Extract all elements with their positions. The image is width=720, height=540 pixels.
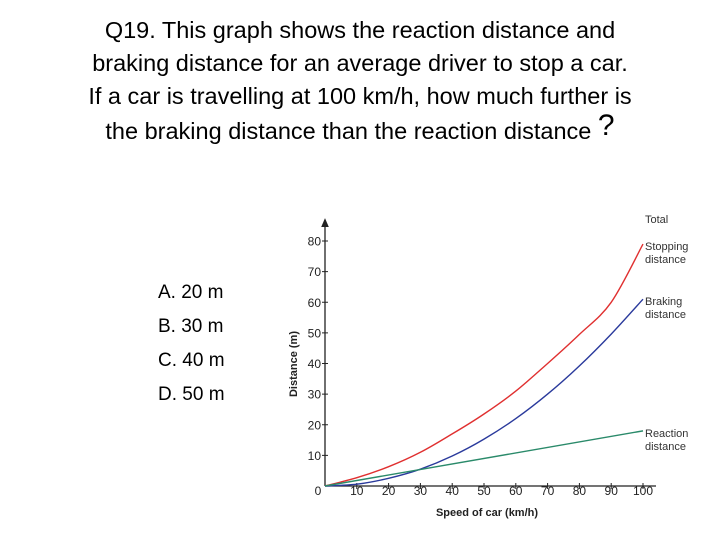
- braking-distance-line: [324, 298, 644, 487]
- option-d[interactable]: D. 50 m: [158, 384, 225, 405]
- y-tick-label: 40: [308, 357, 322, 371]
- question-text: Q19. This graph shows the reaction dista…: [20, 14, 700, 148]
- question-line-3: If a car is travelling at 100 km/h, how …: [88, 83, 632, 109]
- option-b[interactable]: B. 30 m: [158, 316, 224, 337]
- y-tick-label: 60: [308, 296, 322, 310]
- x-tick-label: 10: [350, 484, 364, 498]
- y-axis-title: Distance (m): [288, 331, 300, 397]
- braking-distance-label: Braking distance: [645, 296, 686, 321]
- x-tick-label: 80: [573, 484, 587, 498]
- y-tick-label: 10: [308, 449, 322, 463]
- x-tick-label: 40: [446, 484, 460, 498]
- question-line-4: the braking distance than the reaction d…: [20, 109, 700, 148]
- y-tick-label: 50: [308, 326, 322, 340]
- y-tick-label: 70: [308, 265, 322, 279]
- question-line-1: Q19. This graph shows the reaction dista…: [104, 17, 616, 43]
- x-tick-label: 0: [315, 484, 322, 498]
- question-mark: ?: [597, 109, 615, 142]
- question-line-2: braking distance for an average driver t…: [92, 50, 628, 76]
- reaction-distance-line: [324, 430, 644, 487]
- x-tick-label: 60: [509, 484, 523, 498]
- reaction-distance-label: Reaction distance: [645, 428, 688, 453]
- x-tick-label: 30: [414, 484, 428, 498]
- x-tick-label: 50: [477, 484, 491, 498]
- x-tick-label: 70: [541, 484, 555, 498]
- option-c[interactable]: C. 40 m: [158, 350, 225, 371]
- x-axis-title: Speed of car (km/h): [436, 507, 538, 519]
- y-tick-label: 20: [308, 418, 322, 432]
- x-tick-label: 20: [382, 484, 396, 498]
- stopping-distance-line: [324, 243, 644, 487]
- x-tick-label: 90: [605, 484, 619, 498]
- stopping-distance-label: Stopping distance: [645, 241, 688, 266]
- y-tick-label: 30: [308, 388, 322, 402]
- y-tick-label: 80: [308, 235, 322, 249]
- answer-options: A. 20 m B. 30 m C. 40 m D. 50 m: [158, 276, 225, 412]
- question-line-4-text: the braking distance than the reaction d…: [105, 118, 592, 144]
- x-tick-label: 100: [633, 484, 653, 498]
- total-label: Total: [645, 214, 668, 226]
- option-a[interactable]: A. 20 m: [158, 282, 224, 303]
